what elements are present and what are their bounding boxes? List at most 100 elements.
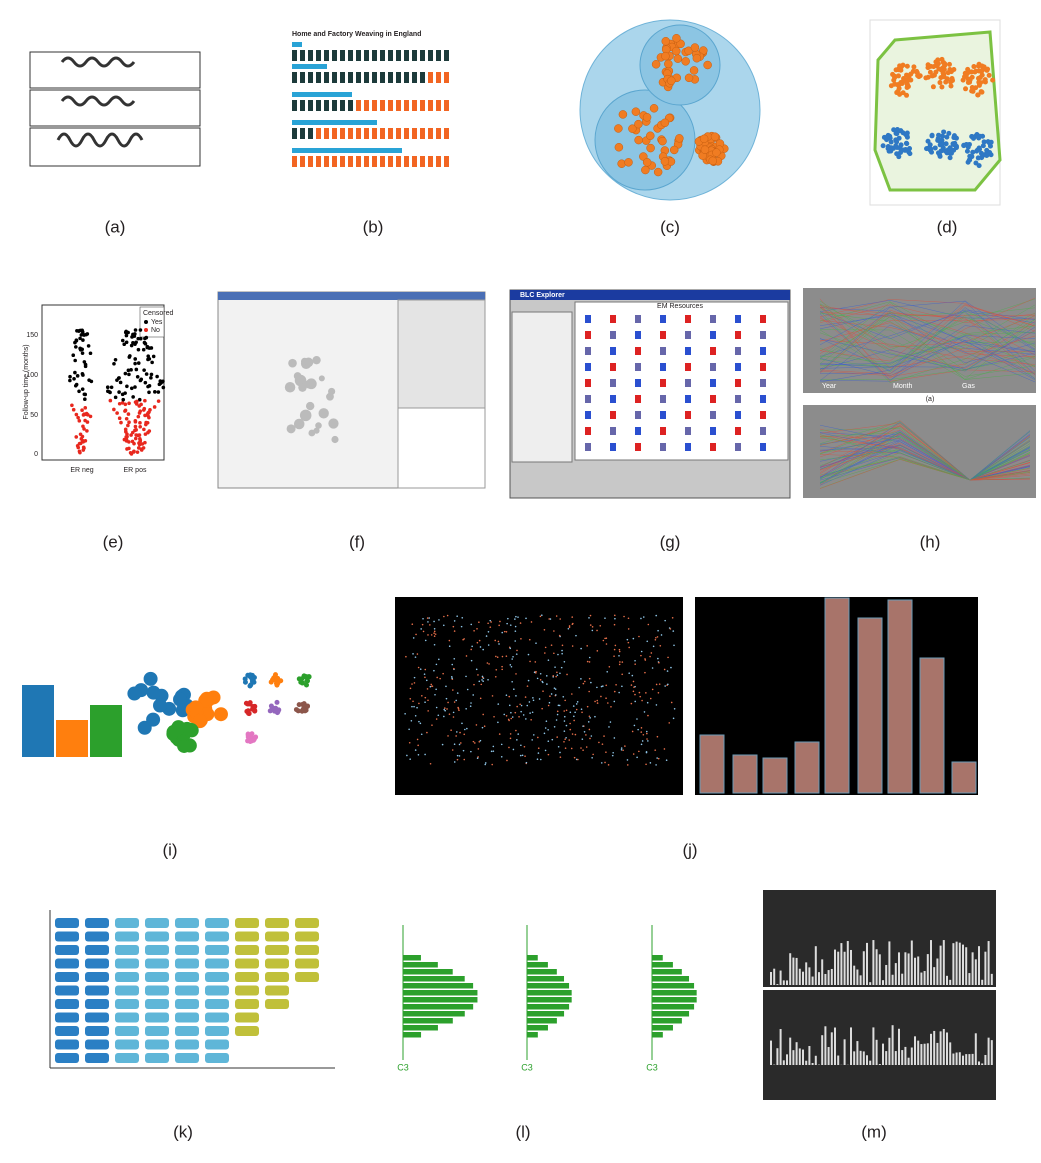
dot <box>592 753 594 756</box>
glyph <box>685 331 691 339</box>
dot <box>690 43 700 52</box>
icon <box>316 128 321 139</box>
icon <box>292 156 297 167</box>
dot <box>535 642 537 644</box>
bar <box>984 1054 987 1065</box>
icon <box>324 128 329 139</box>
content-title: EM Resources <box>657 303 703 310</box>
dot <box>462 749 465 752</box>
dot <box>508 704 511 707</box>
dot <box>703 60 712 70</box>
glyph <box>660 395 666 403</box>
dot <box>581 711 583 714</box>
dot <box>580 708 583 711</box>
dot <box>596 686 598 689</box>
dot <box>974 148 980 154</box>
bar <box>981 1063 984 1065</box>
dot <box>151 354 156 359</box>
dot <box>299 676 305 682</box>
dot <box>75 374 80 378</box>
dot <box>596 650 599 652</box>
dot <box>904 63 910 69</box>
dot <box>638 691 641 694</box>
glyph <box>660 315 666 323</box>
dot <box>664 685 666 687</box>
dot <box>684 73 694 83</box>
dot <box>134 367 139 372</box>
dot <box>418 702 420 705</box>
bar <box>901 1050 904 1065</box>
dot <box>620 748 623 751</box>
icon <box>364 128 369 139</box>
dot <box>526 704 529 707</box>
poly-line <box>819 459 1031 489</box>
glyph <box>585 427 591 435</box>
dot <box>509 647 512 650</box>
poly-line <box>819 421 1031 481</box>
icon <box>404 72 409 83</box>
panel-label: (i) <box>162 840 177 859</box>
bar <box>990 973 993 985</box>
dot <box>536 677 539 680</box>
glyph <box>585 331 591 339</box>
dot <box>591 626 594 628</box>
dot <box>460 625 463 628</box>
dot <box>634 119 643 129</box>
bar <box>981 979 984 985</box>
bar <box>872 940 875 985</box>
bale-row <box>292 148 402 153</box>
dot <box>621 673 624 676</box>
dot <box>667 76 676 86</box>
dot <box>901 76 907 82</box>
dot <box>431 724 433 726</box>
dot <box>422 617 424 620</box>
dot <box>122 342 127 347</box>
glyph <box>635 443 641 451</box>
dot <box>539 672 542 675</box>
icon <box>308 72 313 83</box>
dot <box>138 336 143 341</box>
dot <box>427 699 429 702</box>
dot <box>526 685 529 687</box>
bar <box>965 947 968 985</box>
dot <box>891 127 897 133</box>
bar <box>919 657 945 794</box>
dot <box>129 343 134 348</box>
dot <box>416 706 418 709</box>
dot <box>478 621 480 624</box>
dot <box>525 761 528 764</box>
axis-label: Year <box>822 383 837 390</box>
glyph <box>710 395 716 403</box>
dot <box>606 671 609 673</box>
bar <box>652 962 673 968</box>
dot <box>528 638 531 641</box>
dot <box>146 354 151 358</box>
dot <box>422 630 425 633</box>
dot <box>980 143 986 149</box>
icon <box>324 72 329 83</box>
dot <box>514 640 517 642</box>
dot <box>563 710 566 712</box>
dot <box>133 420 138 424</box>
dot <box>560 666 563 669</box>
icon <box>308 50 313 61</box>
icon <box>396 100 401 111</box>
dot <box>501 655 504 658</box>
dot <box>79 437 84 441</box>
dot <box>634 663 636 665</box>
dot <box>452 711 455 714</box>
bar <box>962 944 964 985</box>
dot <box>127 401 131 406</box>
dot <box>479 646 482 648</box>
dot <box>81 439 86 444</box>
dot <box>127 372 131 377</box>
dot <box>897 91 903 97</box>
bar <box>56 720 88 757</box>
bar <box>862 1051 865 1065</box>
dot <box>969 88 975 94</box>
cell <box>115 958 139 969</box>
bar <box>914 957 916 985</box>
dot <box>548 701 551 704</box>
cell <box>205 1053 229 1063</box>
dot <box>144 372 149 376</box>
